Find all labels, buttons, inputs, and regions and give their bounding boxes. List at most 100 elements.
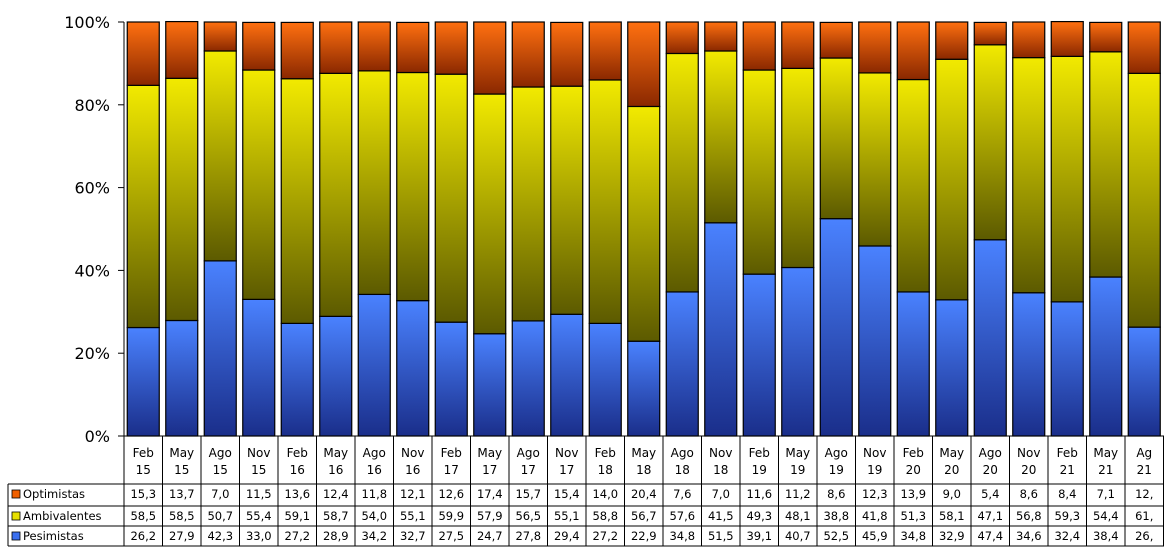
bar-segment-ambivalentes <box>781 67 815 269</box>
table-cell-value: 50,7 <box>207 509 233 523</box>
bar-segment-ambivalentes <box>473 93 507 335</box>
legend-label-ambivalentes: Ambivalentes <box>23 509 102 523</box>
table-cell-value: 11,6 <box>746 487 772 501</box>
x-tick-label-year: 20 <box>906 463 921 477</box>
table-cell-value: 27,2 <box>592 529 618 543</box>
table-cell-value: 28,9 <box>323 529 349 543</box>
x-tick-label-month: May <box>323 446 348 460</box>
table-cell-value: 27,2 <box>284 529 310 543</box>
bar-segment-pesimistas <box>126 326 160 437</box>
x-tick-label-year: 21 <box>1060 463 1075 477</box>
legend-swatch-ambivalentes <box>11 511 21 521</box>
x-tick-label-month: Feb <box>1057 446 1078 460</box>
x-tick-label-month: Feb <box>287 446 308 460</box>
bar-segment-optimistas <box>550 21 584 87</box>
table-cell-value: 38,8 <box>823 509 849 523</box>
bar-segment-ambivalentes <box>511 86 545 322</box>
x-tick-label-month: Ag <box>1136 446 1152 460</box>
table-cell-value: 41,8 <box>862 509 888 523</box>
bar-segment-ambivalentes <box>742 69 776 275</box>
bar-segment-optimistas <box>1050 20 1084 57</box>
x-tick-label-month: Nov <box>863 446 886 460</box>
table-cell-value: 47,1 <box>977 509 1003 523</box>
x-tick-label-month: Ago <box>363 446 386 460</box>
bar-segment-pesimistas <box>935 299 969 437</box>
bar-segment-ambivalentes <box>819 57 853 220</box>
table-cell-value: 12,1 <box>400 487 426 501</box>
x-tick-label-month: Ago <box>671 446 694 460</box>
bar-segment-optimistas <box>896 21 930 81</box>
table-cell-value: 17,4 <box>477 487 503 501</box>
table-cell-value: 27,8 <box>515 529 541 543</box>
table-cell-value: 8,6 <box>827 487 845 501</box>
x-tick-label-year: 17 <box>521 463 536 477</box>
bar-segment-ambivalentes <box>434 73 468 323</box>
table-cell-value: 55,1 <box>554 509 580 523</box>
bar-segment-ambivalentes <box>396 71 430 302</box>
table-cell-value: 7,0 <box>211 487 229 501</box>
table-cell-value: 47,4 <box>977 529 1003 543</box>
x-tick-label-month: Nov <box>1017 446 1040 460</box>
table-cell-value: 27,9 <box>169 529 195 543</box>
bar-segment-optimistas <box>819 21 853 59</box>
bar-segment-optimistas <box>858 21 892 74</box>
y-tick-label: 0% <box>85 427 110 446</box>
y-tick-label: 100% <box>64 13 110 32</box>
table-cell-value: 58,5 <box>169 509 195 523</box>
table-cell-value: 11,2 <box>785 487 811 501</box>
table-cell-value: 27,5 <box>438 529 464 543</box>
x-tick-label-month: May <box>939 446 964 460</box>
bar-segment-optimistas <box>1089 21 1123 53</box>
x-tick-label-month: Feb <box>133 446 154 460</box>
x-tick-label-year: 17 <box>482 463 497 477</box>
bar-segment-optimistas <box>357 21 391 72</box>
y-tick-label: 80% <box>74 96 110 115</box>
x-tick-label-month: Feb <box>749 446 770 460</box>
table-cell-value: 8,4 <box>1058 487 1076 501</box>
x-tick-label-year: 18 <box>598 463 613 477</box>
bar-segment-ambivalentes <box>1127 72 1161 328</box>
table-cell-value: 12, <box>1135 487 1153 501</box>
x-tick-label-year: 19 <box>752 463 767 477</box>
x-tick-label-year: 18 <box>675 463 690 477</box>
x-tick-label-year: 17 <box>559 463 574 477</box>
bar-segment-optimistas <box>742 21 776 71</box>
bar-segment-pesimistas <box>858 245 892 437</box>
x-tick-label-month: Ago <box>517 446 540 460</box>
bar-segment-ambivalentes <box>280 78 314 324</box>
x-tick-label-year: 16 <box>405 463 420 477</box>
table-cell-value: 40,7 <box>785 529 811 543</box>
y-tick-label: 20% <box>74 344 110 363</box>
table-cell-value: 55,1 <box>400 509 426 523</box>
table-cell-value: 33,0 <box>246 529 272 543</box>
x-tick-label-month: May <box>631 446 656 460</box>
table-cell-value: 11,8 <box>361 487 387 501</box>
table-cell-value: 34,8 <box>669 529 695 543</box>
x-tick-label-month: Nov <box>247 446 270 460</box>
x-tick-label-year: 20 <box>1021 463 1036 477</box>
bar-segment-pesimistas <box>280 322 314 437</box>
bar-segment-optimistas <box>588 21 622 81</box>
bar-segment-optimistas <box>511 21 545 88</box>
bar-segment-optimistas <box>396 21 430 74</box>
table-cell-value: 34,6 <box>1016 529 1042 543</box>
bar-segment-pesimistas <box>1050 301 1084 437</box>
table-cell-value: 13,7 <box>169 487 195 501</box>
table-cell-value: 34,8 <box>900 529 926 543</box>
bar-segment-ambivalentes <box>627 105 661 342</box>
bar-segment-optimistas <box>203 21 237 52</box>
table-cell-value: 26,2 <box>130 529 156 543</box>
bar-segment-optimistas <box>319 21 353 74</box>
y-axis: 0% 20% 40% 60% 80% 100% <box>64 13 125 446</box>
y-tick-label: 60% <box>74 179 110 198</box>
table-cell-value: 7,6 <box>673 487 691 501</box>
x-tick-label-month: Ago <box>979 446 1002 460</box>
table-cell-value: 12,3 <box>862 487 888 501</box>
table-cell-value: 59,1 <box>284 509 310 523</box>
bar-segment-optimistas <box>665 21 699 55</box>
x-tick-label-year: 19 <box>867 463 882 477</box>
legend-swatch-optimistas <box>11 489 21 499</box>
bar-segment-ambivalentes <box>203 50 237 262</box>
x-tick-label-month: Nov <box>401 446 424 460</box>
